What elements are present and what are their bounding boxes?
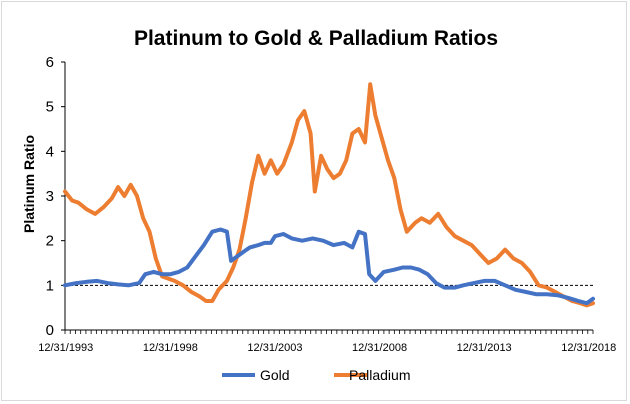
x-tick-label: 12/31/1993 bbox=[38, 342, 93, 354]
y-tick-label: 1 bbox=[46, 277, 54, 294]
series-line-gold bbox=[63, 227, 595, 306]
x-tick-label: 12/31/1998 bbox=[143, 342, 198, 354]
x-tick-label: 12/31/2003 bbox=[247, 342, 302, 354]
chart-title: Platinum to Gold & Palladium Ratios bbox=[134, 27, 498, 50]
y-tick-label: 2 bbox=[46, 233, 54, 250]
x-tick-label: 12/31/2013 bbox=[457, 342, 512, 354]
y-tick-label: 0 bbox=[46, 322, 54, 339]
series-line-palladium bbox=[63, 82, 595, 308]
y-tick-label: 3 bbox=[46, 188, 54, 205]
y-tick-label: 4 bbox=[46, 143, 54, 160]
legend-label-gold: Gold bbox=[260, 367, 290, 383]
legend: Gold Palladium bbox=[222, 367, 410, 383]
x-tick-label: 12/31/2018 bbox=[561, 342, 616, 354]
plot-area: 0 1 2 3 4 5 6 12/31/1993 12/31/1998 12/31/2003 12/… bbox=[38, 54, 616, 354]
legend-label-palladium: Palladium bbox=[349, 367, 410, 383]
y-tick-label: 6 bbox=[46, 54, 54, 71]
y-tick-label: 5 bbox=[46, 99, 54, 116]
y-axis-label: Platinum Ratio bbox=[21, 135, 37, 233]
x-tick-label: 12/31/2008 bbox=[352, 342, 407, 354]
